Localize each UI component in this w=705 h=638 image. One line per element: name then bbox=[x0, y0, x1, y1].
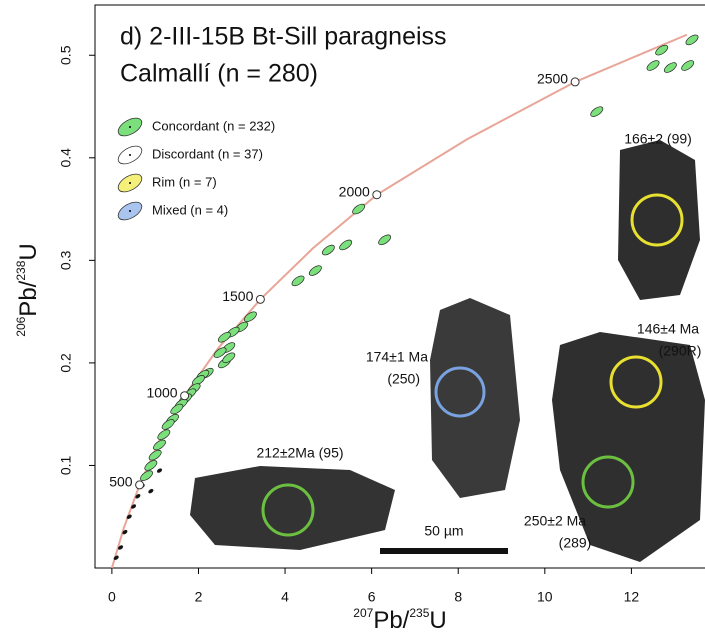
annotation: (250) bbox=[387, 371, 420, 387]
annotation: 212±2Ma (95) bbox=[256, 445, 343, 461]
discordant-ellipse bbox=[157, 468, 163, 473]
annotation: 146±4 Ma bbox=[637, 321, 699, 337]
discordant-ellipse bbox=[148, 488, 154, 493]
concordant-ellipse bbox=[308, 264, 323, 278]
y-axis-label: 206Pb/238U bbox=[14, 243, 42, 336]
legend-label: Mixed (n = 4) bbox=[152, 202, 228, 217]
legend-dot bbox=[129, 126, 131, 128]
chart: d) 2-III-15B Bt-Sill paragneiss Calmallí… bbox=[0, 0, 705, 638]
x-axis-label: 207Pb/235U bbox=[353, 606, 446, 634]
age-marker bbox=[373, 191, 381, 199]
annotation: 174±1 Ma bbox=[366, 349, 428, 365]
concordant-ellipse bbox=[645, 59, 660, 73]
age-marker bbox=[181, 392, 189, 400]
annotation: 166±2 (99) bbox=[624, 131, 692, 147]
y-tick-label: 0.3 bbox=[58, 250, 74, 270]
age-marker bbox=[136, 481, 144, 489]
legend-label: Concordant (n = 232) bbox=[152, 118, 275, 133]
concordant-ellipse bbox=[377, 233, 392, 247]
age-marker bbox=[571, 78, 579, 86]
legend-label: Discordant (n = 37) bbox=[152, 146, 263, 161]
legend-dot bbox=[129, 182, 131, 184]
x-tick-label: 12 bbox=[624, 589, 640, 605]
y-tick-label: 0.4 bbox=[58, 148, 74, 168]
age-label: 1500 bbox=[222, 288, 253, 304]
concordant-ellipse bbox=[663, 61, 678, 75]
annotation: (290R) bbox=[659, 343, 702, 359]
scale-bar bbox=[380, 548, 508, 554]
legend-dot bbox=[129, 210, 131, 212]
chart-title: d) 2-III-15B Bt-Sill paragneiss bbox=[120, 23, 447, 51]
annotation: 250±2 Ma bbox=[524, 513, 586, 529]
x-tick-label: 8 bbox=[454, 589, 462, 605]
concordant-ellipse bbox=[156, 428, 171, 442]
x-tick-label: 10 bbox=[537, 589, 553, 605]
zircon-images bbox=[190, 140, 705, 562]
chart-subtitle: Calmallí (n = 280) bbox=[120, 60, 318, 88]
x-tick-label: 6 bbox=[368, 589, 376, 605]
zircon bbox=[618, 140, 700, 300]
legend-label: Rim (n = 7) bbox=[152, 174, 217, 189]
concordant-ellipse bbox=[338, 238, 353, 252]
legend-dot bbox=[129, 154, 131, 156]
y-tick-label: 0.1 bbox=[58, 456, 74, 476]
age-label: 1000 bbox=[146, 384, 177, 400]
discordant-ellipse bbox=[126, 514, 132, 519]
x-tick-label: 0 bbox=[108, 589, 116, 605]
age-label: 2500 bbox=[537, 71, 568, 87]
y-tick-label: 0.2 bbox=[58, 353, 74, 373]
discordant-ellipse bbox=[113, 555, 119, 560]
concordant-ellipse bbox=[321, 243, 336, 257]
annotation: 50 µm bbox=[424, 523, 463, 539]
concordant-ellipse bbox=[680, 59, 695, 73]
age-label: 2000 bbox=[339, 183, 370, 199]
age-marker bbox=[256, 295, 264, 303]
age-label: 500 bbox=[109, 474, 133, 490]
zircon bbox=[430, 298, 520, 498]
concordant-ellipse bbox=[290, 274, 305, 288]
concordant-ellipse bbox=[589, 105, 604, 119]
x-tick-label: 2 bbox=[195, 589, 203, 605]
zircon bbox=[190, 466, 395, 550]
x-tick-label: 4 bbox=[281, 589, 289, 605]
y-tick-label: 0.5 bbox=[58, 45, 74, 65]
annotation: (289) bbox=[559, 535, 592, 551]
